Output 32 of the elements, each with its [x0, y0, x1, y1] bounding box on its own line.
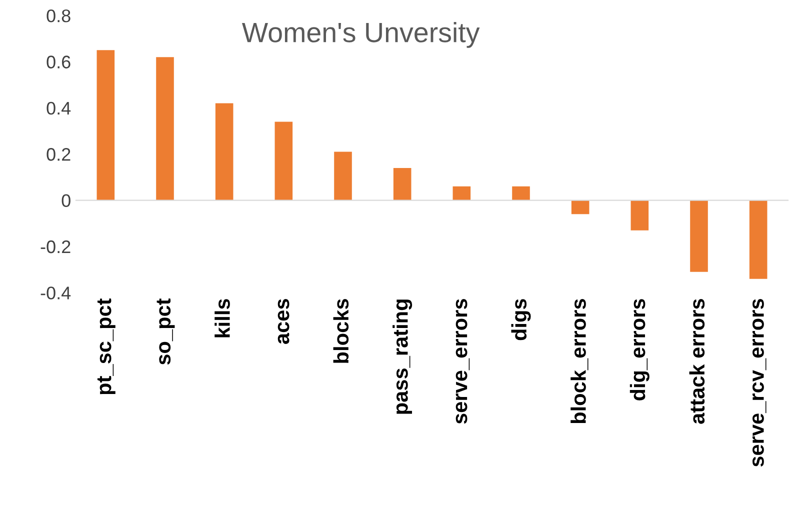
bar: [690, 200, 708, 272]
x-tick-label: so_pct: [156, 298, 175, 365]
bar: [215, 103, 234, 200]
bar: [334, 152, 352, 200]
x-tick-label: pass_rating: [392, 300, 412, 414]
x-tick-label: attack errors: [689, 299, 705, 424]
y-tick-label: 0: [62, 194, 70, 208]
y-tick-label: 0.8: [46, 9, 70, 22]
bar: [452, 186, 471, 200]
x-tick-label: aces: [278, 299, 290, 344]
x-tick-label: serve_errors: [456, 299, 470, 424]
bar: [630, 200, 649, 230]
bar: [749, 200, 768, 279]
bar: [156, 57, 174, 200]
y-tick-label: 0.4: [46, 102, 71, 115]
y-tick-label: 0.6: [46, 56, 70, 68]
x-tick-label: digs: [511, 299, 531, 340]
y-tick-label: -0.2: [40, 240, 70, 254]
y-tick-label: -0.4: [40, 286, 71, 300]
x-tick-label: dig_errors: [630, 299, 650, 400]
x-tick-label: serve_rcv_errors: [752, 299, 766, 467]
bar: [96, 50, 115, 200]
x-tick-label: block_errors: [570, 299, 588, 424]
bar: [274, 122, 293, 200]
x-tick-label: blocks: [333, 299, 349, 363]
chart-title: Women's Unversity: [242, 22, 480, 48]
bar: [512, 186, 530, 200]
bar: [571, 200, 590, 214]
y-tick-label: 0.2: [46, 148, 70, 161]
x-tick-label: pt_sc_pct: [97, 298, 116, 394]
x-tick-label: kills: [214, 299, 230, 338]
bar: [393, 168, 412, 200]
